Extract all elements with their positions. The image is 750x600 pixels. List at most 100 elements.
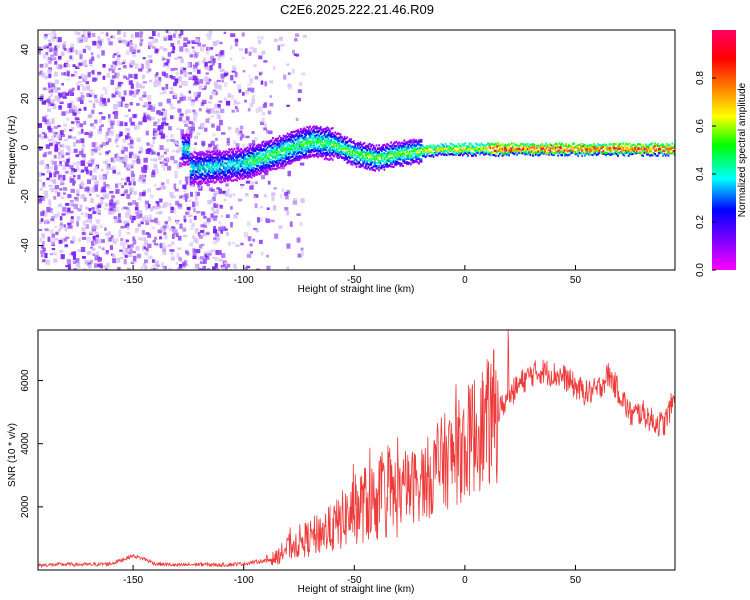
noise-cell	[90, 159, 95, 165]
ridge-cell	[513, 147, 516, 151]
noise-cell	[102, 175, 106, 181]
ridge-cell	[192, 178, 195, 181]
ridge-cell	[195, 180, 197, 183]
ridge-cell	[295, 134, 298, 137]
ridge-cell	[610, 151, 613, 154]
ridge-cell	[550, 144, 553, 147]
noise-cell	[129, 117, 133, 122]
ridge-cell	[378, 169, 380, 172]
ridge-cell	[371, 143, 374, 146]
noise-cell	[97, 145, 102, 151]
ridge-cell	[315, 153, 318, 157]
ridge-cell	[532, 142, 534, 146]
ridge-cell	[488, 150, 491, 153]
noise-cell	[41, 101, 46, 105]
noise-cell	[170, 252, 174, 256]
noise-cell	[110, 65, 114, 68]
ridge-cell	[286, 139, 289, 142]
ridge-cell	[480, 149, 483, 152]
noise-cell	[212, 256, 217, 259]
ridge-cell	[212, 161, 215, 164]
noise-cell	[87, 32, 91, 38]
ridge-cell	[473, 149, 476, 152]
noise-cell	[116, 51, 119, 56]
ridge-cell	[335, 150, 338, 153]
noise-cell	[108, 210, 113, 215]
ridge-cell	[269, 149, 272, 152]
ridge-cell	[383, 143, 386, 146]
ridge-cell	[341, 136, 343, 139]
noise-cell	[224, 228, 228, 231]
noise-cell	[150, 106, 155, 112]
ridge-cell	[309, 150, 311, 153]
ridge-cell	[242, 149, 245, 152]
ridge-cell	[553, 153, 556, 157]
ridge-cell	[429, 155, 432, 158]
ridge-cell	[411, 140, 414, 143]
ridge-cell	[286, 160, 289, 164]
ridge-cell	[189, 162, 192, 165]
noise-cell	[127, 251, 132, 254]
ridge-cell	[461, 149, 464, 152]
ridge-cell	[396, 151, 399, 154]
noise-cell	[70, 216, 74, 220]
noise-cell	[69, 253, 73, 256]
ridge-cell	[306, 126, 309, 129]
noise-cell	[295, 33, 300, 37]
ridge-cell	[417, 144, 420, 147]
ridge-cell	[212, 179, 215, 182]
ridge-cell	[476, 151, 479, 155]
noise-cell	[174, 30, 178, 34]
noise-cell	[171, 241, 175, 245]
noise-cell	[207, 147, 212, 154]
ridge-cell	[465, 150, 468, 153]
ridge-cell	[447, 148, 449, 151]
noise-cell	[260, 36, 264, 40]
ridge-cell	[192, 169, 195, 173]
noise-cell	[116, 61, 120, 66]
noise-cell	[118, 40, 122, 44]
ridge-cell	[351, 154, 354, 158]
ridge-cell	[205, 165, 208, 168]
ridge-cell	[379, 148, 382, 151]
noise-cell	[185, 129, 190, 134]
noise-cell	[127, 166, 131, 170]
ridge-cell	[330, 135, 333, 139]
ridge-cell	[455, 144, 457, 148]
noise-cell	[96, 100, 99, 103]
ridge-cell	[501, 143, 504, 146]
noise-cell	[132, 90, 137, 96]
ridge-cell	[464, 147, 467, 150]
noise-cell	[250, 87, 255, 93]
noise-cell	[90, 199, 94, 203]
noise-cell	[50, 57, 54, 61]
ridge-cell	[360, 149, 363, 152]
ridge-cell	[447, 145, 449, 148]
noise-cell	[80, 212, 84, 216]
ridge-cell	[191, 165, 193, 169]
noise-cell	[85, 169, 89, 175]
noise-cell	[82, 86, 86, 91]
ridge-cell	[240, 151, 242, 154]
ridge-cell	[556, 143, 558, 146]
ridge-cell	[476, 148, 479, 151]
ridge-cell	[595, 145, 598, 148]
noise-cell	[244, 48, 248, 54]
ridge-cell	[265, 168, 268, 171]
ridge-cell	[246, 174, 249, 177]
ridge-cell	[371, 158, 374, 161]
ridge-cell	[489, 146, 492, 149]
ridge-cell	[379, 162, 382, 165]
noise-cell	[100, 31, 105, 34]
ridge-cell	[412, 138, 415, 141]
noise-cell	[191, 99, 196, 103]
ridge-cell	[455, 150, 457, 153]
ridge-cell	[306, 150, 309, 153]
noise-cell	[59, 249, 64, 253]
ridge-cell	[265, 153, 268, 157]
noise-cell	[162, 109, 167, 115]
ridge-cell	[303, 156, 306, 159]
ridge-cell	[195, 162, 197, 166]
ridge-cell	[562, 148, 565, 151]
noise-cell	[187, 126, 192, 130]
